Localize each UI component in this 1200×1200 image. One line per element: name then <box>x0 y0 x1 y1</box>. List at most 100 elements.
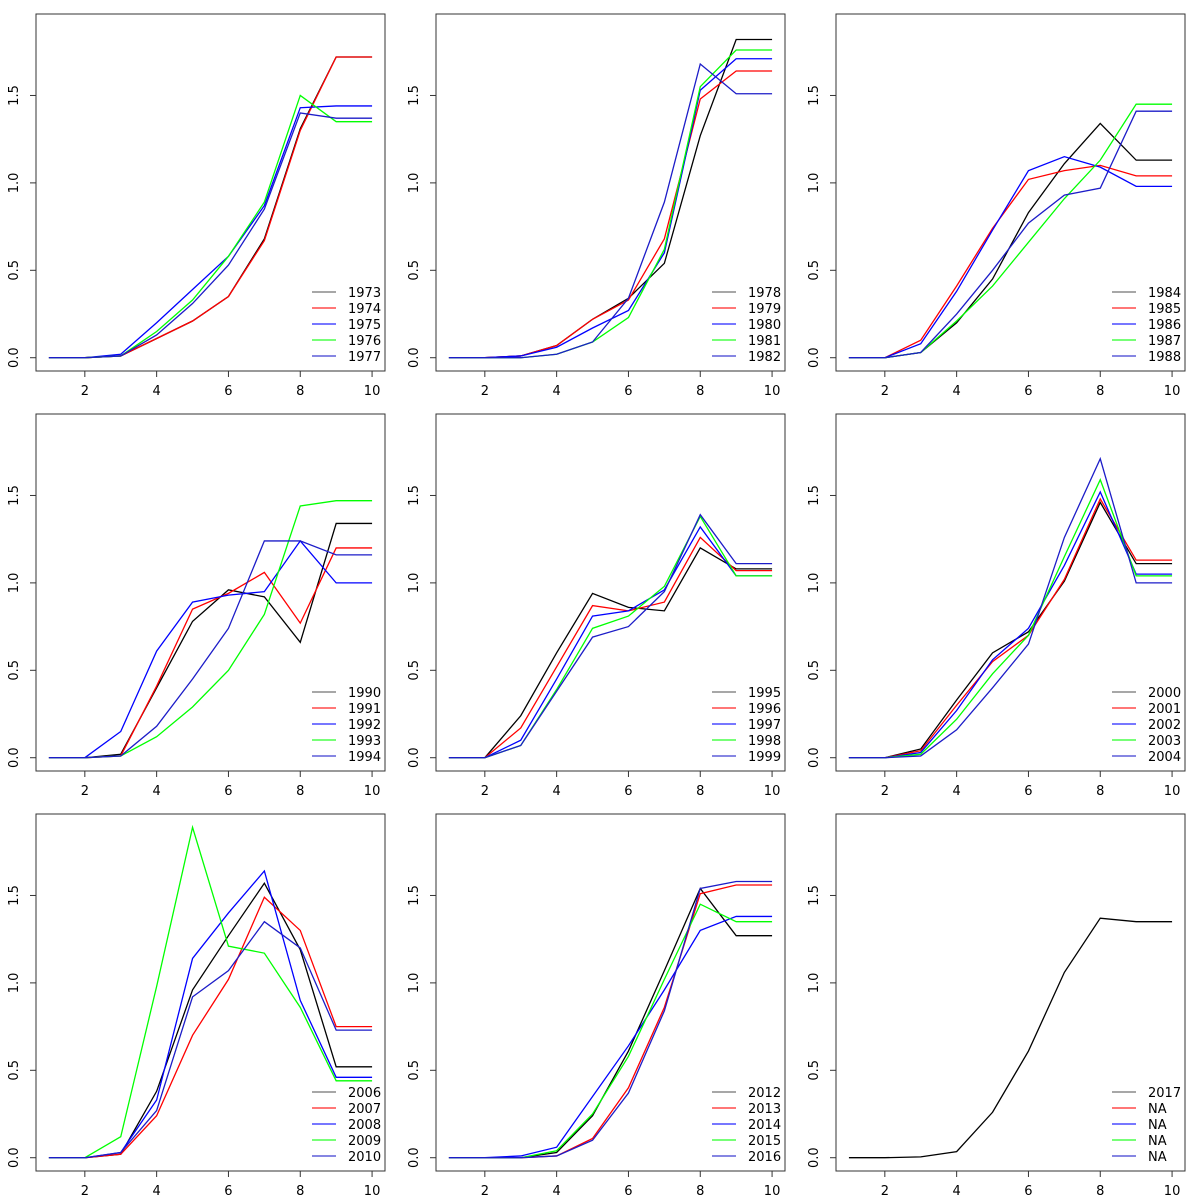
y-tick-label: 1.0 <box>7 573 22 594</box>
x-tick-label: 6 <box>224 384 232 399</box>
y-tick-label: 0.5 <box>807 660 822 681</box>
legend-label: 1976 <box>348 334 381 349</box>
x-tick-label: 8 <box>296 384 304 399</box>
series-line-2016 <box>448 880 773 1159</box>
x-tick-label: 10 <box>1164 1184 1181 1199</box>
plot-frame <box>35 813 386 1172</box>
series-line-1997 <box>448 525 773 759</box>
y-tick-label: 1.5 <box>407 85 422 106</box>
x-tick-label: 4 <box>553 384 561 399</box>
series-line-2008 <box>48 869 373 1159</box>
legend-label: 2008 <box>348 1118 381 1133</box>
series-line-2002 <box>848 490 1173 759</box>
x-tick-label: 8 <box>1096 1184 1104 1199</box>
x-tick-label: 2 <box>81 784 89 799</box>
y-tick-label: 0.0 <box>7 1147 22 1168</box>
plot-frame <box>835 413 1186 772</box>
legend-label: NA <box>1148 1102 1167 1117</box>
legend-label: 2016 <box>748 1150 781 1165</box>
x-tick-label: 4 <box>153 784 161 799</box>
legend-label: 1996 <box>748 702 781 717</box>
y-tick-label: 0.5 <box>7 260 22 281</box>
legend-label: 1974 <box>348 302 381 317</box>
legend-label: 1980 <box>748 318 781 333</box>
y-tick-label: 0.0 <box>807 747 822 768</box>
y-tick-label: 0.0 <box>407 747 422 768</box>
y-tick-label: 0.0 <box>807 347 822 368</box>
x-tick-label: 4 <box>153 384 161 399</box>
y-tick-label: 1.5 <box>7 485 22 506</box>
y-tick-label: 1.0 <box>807 173 822 194</box>
series-line-1992 <box>48 539 373 759</box>
x-tick-label: 2 <box>881 784 889 799</box>
x-tick-label: 10 <box>764 784 781 799</box>
x-tick-label: 2 <box>81 384 89 399</box>
x-tick-label: 2 <box>81 1184 89 1199</box>
y-tick-label: 1.5 <box>807 885 822 906</box>
y-tick-label: 0.0 <box>7 347 22 368</box>
y-tick-label: 1.5 <box>7 85 22 106</box>
y-tick-label: 0.5 <box>407 260 422 281</box>
y-tick-label: 1.0 <box>7 173 22 194</box>
x-tick-label: 6 <box>1024 1184 1032 1199</box>
x-tick-label: 4 <box>153 1184 161 1199</box>
x-tick-label: 10 <box>764 384 781 399</box>
plot-frame <box>835 813 1186 1172</box>
legend-label: 1982 <box>748 350 781 365</box>
series-line-1975 <box>48 105 373 359</box>
legend-label: 2012 <box>748 1086 781 1101</box>
legend-label: 1991 <box>348 702 381 717</box>
y-tick-label: 1.5 <box>7 885 22 906</box>
y-tick-label: 1.0 <box>7 973 22 994</box>
legend-label: 2001 <box>1148 702 1181 717</box>
series-line-1987 <box>848 103 1173 359</box>
legend-label: 1986 <box>1148 318 1181 333</box>
legend-label: 1998 <box>748 734 781 749</box>
legend-label: 2006 <box>348 1086 381 1101</box>
y-tick-label: 1.5 <box>807 485 822 506</box>
series-line-2006 <box>48 881 373 1159</box>
plot-frame <box>435 413 786 772</box>
series-line-1990 <box>48 522 373 759</box>
y-tick-label: 0.5 <box>807 260 822 281</box>
x-tick-label: 2 <box>481 384 489 399</box>
x-tick-label: 10 <box>364 784 381 799</box>
y-tick-label: 1.5 <box>807 85 822 106</box>
series-line-1999 <box>448 513 773 759</box>
plot-frame <box>435 813 786 1172</box>
series-line-1995 <box>448 547 773 759</box>
legend-label: 1987 <box>1148 334 1181 349</box>
y-tick-label: 0.0 <box>807 1147 822 1168</box>
series-line-2014 <box>448 915 773 1159</box>
series-line-2010 <box>48 920 373 1159</box>
series-line-1984 <box>848 122 1173 359</box>
series-line-2015 <box>448 903 773 1159</box>
plot-frame <box>35 13 386 372</box>
y-tick-label: 0.0 <box>407 347 422 368</box>
series-line-1981 <box>448 49 773 359</box>
x-tick-label: 6 <box>1024 784 1032 799</box>
y-tick-label: 1.0 <box>407 973 422 994</box>
y-tick-label: 1.0 <box>407 173 422 194</box>
x-tick-label: 8 <box>1096 784 1104 799</box>
legend-label: 2002 <box>1148 718 1181 733</box>
series-line-1979 <box>448 70 773 359</box>
series-line-1993 <box>48 500 373 759</box>
series-line-1980 <box>448 58 773 359</box>
x-tick-label: 8 <box>296 784 304 799</box>
legend-label: 1994 <box>348 750 381 765</box>
x-tick-label: 6 <box>224 1184 232 1199</box>
series-line-2007 <box>48 896 373 1159</box>
legend-label: 2015 <box>748 1134 781 1149</box>
legend-label: 1984 <box>1148 286 1181 301</box>
x-tick-label: 4 <box>553 1184 561 1199</box>
legend-label: 1992 <box>348 718 381 733</box>
y-tick-label: 1.0 <box>807 573 822 594</box>
legend-label: 2004 <box>1148 750 1181 765</box>
series-line-1985 <box>848 164 1173 359</box>
series-line-2009 <box>48 824 373 1159</box>
